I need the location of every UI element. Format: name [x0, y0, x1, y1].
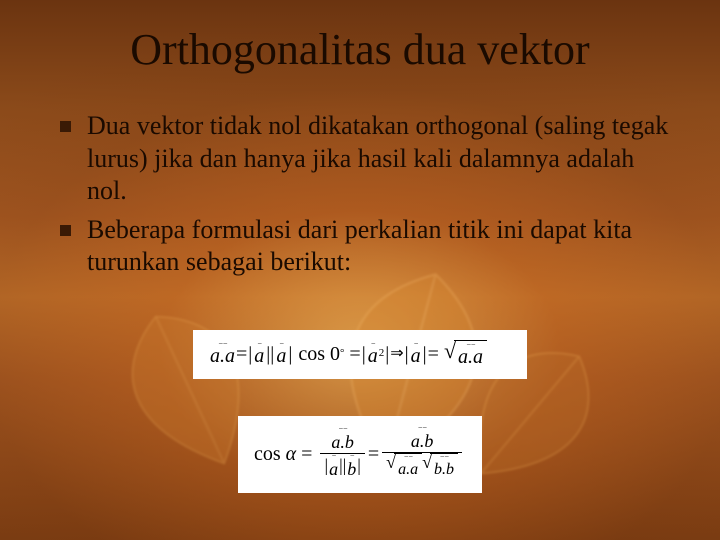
- bullet-item: Dua vektor tidak nol dikatakan orthogona…: [60, 110, 680, 208]
- bullet-text: Dua vektor tidak nol dikatakan orthogona…: [87, 110, 680, 208]
- bullet-text: Beberapa formulasi dari perkalian titik …: [87, 214, 680, 279]
- slide-title: Orthogonalitas dua vektor: [0, 24, 720, 75]
- slide-body: Dua vektor tidak nol dikatakan orthogona…: [60, 110, 680, 285]
- formula-2-content: cos α = − −a.b |−a||−b| = − −a.b √: [254, 426, 466, 481]
- slide: Orthogonalitas dua vektor Dua vektor tid…: [0, 0, 720, 540]
- bullet-marker-icon: [60, 225, 71, 236]
- formula-1-content: − −a.a = | −a || −a | cos 0° = | −a 2 | …: [209, 340, 511, 367]
- formula-box-2: cos α = − −a.b |−a||−b| = − −a.b √: [238, 416, 482, 493]
- formula-box-1: − −a.a = | −a || −a | cos 0° = | −a 2 | …: [193, 330, 527, 379]
- bullet-marker-icon: [60, 121, 71, 132]
- bullet-item: Beberapa formulasi dari perkalian titik …: [60, 214, 680, 279]
